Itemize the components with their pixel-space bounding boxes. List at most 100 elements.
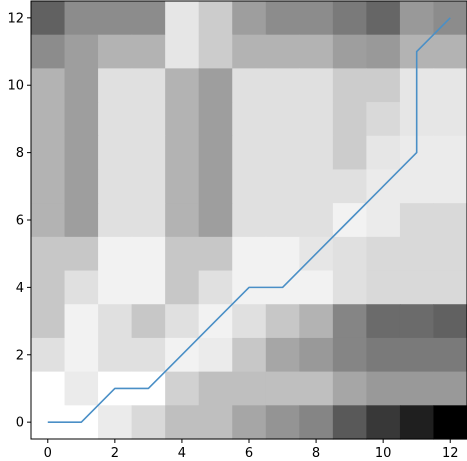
heatmap-cell: [198, 236, 233, 272]
heatmap-cell: [232, 135, 267, 171]
heatmap-cell: [198, 135, 233, 171]
heatmap-cell: [165, 34, 200, 69]
heatmap-cell: [31, 337, 66, 373]
heatmap-cell: [433, 270, 467, 305]
heatmap-cell: [433, 304, 467, 339]
heatmap-cell: [198, 371, 233, 406]
heatmap-cell: [198, 337, 233, 373]
heatmap-cell: [131, 135, 166, 171]
heatmap-cell: [366, 203, 401, 238]
heatmap-cell: [198, 270, 233, 305]
heatmap-cell: [131, 337, 166, 373]
heatmap-cell: [332, 102, 367, 137]
heatmap-cell: [98, 304, 133, 339]
heatmap-cell: [299, 304, 334, 339]
heatmap-cell: [64, 371, 99, 406]
heatmap-cell: [399, 203, 435, 238]
heatmap-cell: [198, 34, 233, 69]
y-tick-label: 10: [7, 79, 24, 94]
heatmap-cell: [165, 102, 200, 137]
heatmap-cell: [265, 203, 300, 238]
heatmap-cell: [131, 203, 166, 238]
x-axis: 0 2 4 6 8 10 12: [44, 439, 459, 461]
heatmap-cell: [64, 169, 99, 204]
heatmap-cell: [31, 236, 66, 272]
heatmap-cell: [31, 135, 66, 171]
heatmap-cell: [232, 169, 267, 204]
heatmap-cell: [265, 102, 300, 137]
heatmap-cell: [64, 68, 99, 103]
heatmap-cell: [232, 68, 267, 103]
heatmap-cell: [366, 1, 401, 36]
heatmap-cell: [232, 34, 267, 69]
heatmap-cell: [165, 405, 200, 440]
heatmap-cell: [31, 304, 66, 339]
heatmap-cell: [31, 1, 66, 36]
heatmap-cell: [399, 337, 435, 373]
heatmap-cell: [232, 371, 267, 406]
heatmap-cell: [131, 270, 166, 305]
heatmap-cell: [64, 270, 99, 305]
heatmap-cell: [265, 169, 300, 204]
heatmap-cell: [131, 68, 166, 103]
heatmap-cell: [332, 68, 367, 103]
heatmap-cell: [299, 169, 334, 204]
heatmap-cell: [31, 169, 66, 204]
heatmap-cell: [299, 1, 334, 36]
heatmap-cell: [131, 34, 166, 69]
heatmap-cell: [265, 34, 300, 69]
heatmap-cell: [232, 337, 267, 373]
heatmap-cell: [98, 405, 133, 440]
y-tick-label: 6: [16, 214, 24, 229]
heatmap-cell: [131, 236, 166, 272]
heatmap-cell: [198, 68, 233, 103]
heatmap-cell: [165, 169, 200, 204]
heatmap-cell: [198, 203, 233, 238]
heatmap-cell: [332, 34, 367, 69]
heatmap-cell: [399, 405, 435, 440]
heatmap-cell: [399, 371, 435, 406]
heatmap-cell: [366, 371, 401, 406]
x-tick-label: 12: [442, 446, 459, 461]
y-tick-label: 8: [16, 146, 24, 161]
heatmap-cell: [299, 337, 334, 373]
heatmap-cell: [165, 304, 200, 339]
y-tick-label: 2: [16, 348, 24, 363]
heatmap-cell: [98, 34, 133, 69]
heatmap-cell: [64, 236, 99, 272]
heatmap-cells: [31, 1, 467, 440]
heatmap-cell: [64, 102, 99, 137]
heatmap-cell: [433, 102, 467, 137]
heatmap-cell: [332, 405, 367, 440]
heatmap-cell: [165, 270, 200, 305]
heatmap-cell: [265, 135, 300, 171]
heatmap-cell: [165, 236, 200, 272]
heatmap-cell: [399, 1, 435, 36]
heatmap-cell: [433, 169, 467, 204]
heatmap-cell: [366, 135, 401, 171]
heatmap-cell: [366, 236, 401, 272]
heatmap-cell: [399, 270, 435, 305]
heatmap-cell: [265, 304, 300, 339]
heatmap-cell: [366, 337, 401, 373]
heatmap-cell: [198, 169, 233, 204]
heatmap-cell: [31, 371, 66, 406]
heatmap-cell: [31, 34, 66, 69]
heatmap-cell: [131, 304, 166, 339]
heatmap-cell: [131, 102, 166, 137]
heatmap-cell: [265, 236, 300, 272]
heatmap-cell: [131, 405, 166, 440]
heatmap-cell: [433, 34, 467, 69]
heatmap-cell: [98, 270, 133, 305]
y-tick-label: 4: [16, 281, 24, 296]
heatmap-cell: [299, 34, 334, 69]
x-tick-label: 6: [245, 446, 253, 461]
heatmap-cell: [299, 270, 334, 305]
heatmap-cell: [433, 405, 467, 440]
heatmap-cell: [265, 337, 300, 373]
heatmap-cell: [366, 34, 401, 69]
heatmap-cell: [299, 371, 334, 406]
heatmap-cell: [131, 1, 166, 36]
heatmap-cell: [31, 270, 66, 305]
